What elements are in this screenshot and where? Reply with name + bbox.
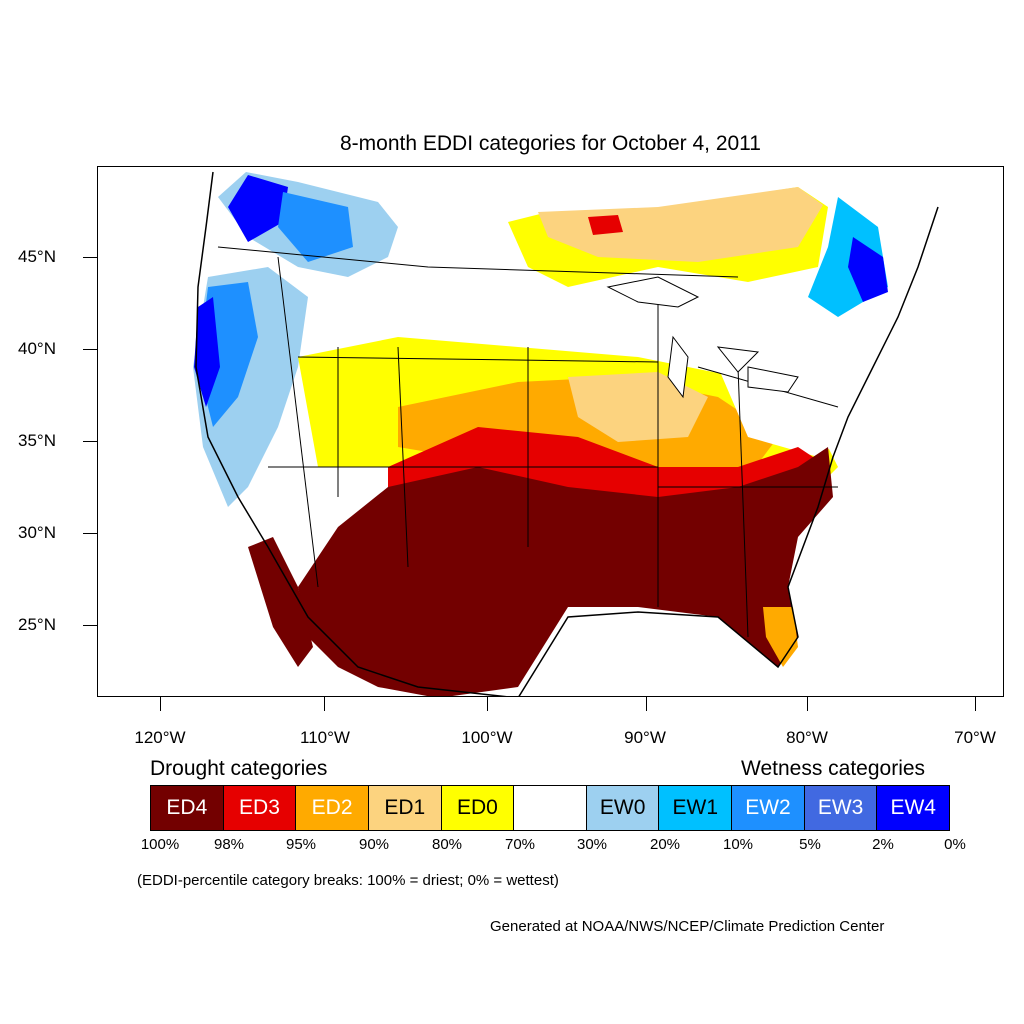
lat-tick — [83, 625, 97, 626]
lon-tick — [807, 697, 808, 711]
lon-tick — [324, 697, 325, 711]
lon-label-80w: 80°W — [786, 728, 828, 747]
ontario-hotspot — [588, 215, 623, 235]
break-label: 30% — [576, 836, 608, 853]
legend-box-ew3: EW3 — [804, 786, 878, 830]
lon-tick — [487, 697, 488, 711]
lon-tick — [975, 697, 976, 711]
break-label: 10% — [722, 836, 754, 853]
legend-box-ed0: ED0 — [441, 786, 515, 830]
lon-label-70w: 70°W — [954, 728, 996, 747]
legend-box-neutral — [514, 786, 587, 830]
lat-label-30: 30°N — [18, 523, 56, 542]
lat-tick — [83, 349, 97, 350]
legend-box-ed3: ED3 — [223, 786, 297, 830]
lat-label-35: 35°N — [18, 431, 56, 450]
lon-label-100w: 100°W — [461, 728, 513, 747]
credit-line: Generated at NOAA/NWS/NCEP/Climate Predi… — [490, 918, 885, 935]
midwest-light-orange — [568, 372, 708, 442]
legend-box-ew2: EW2 — [732, 786, 805, 830]
break-label: 70% — [504, 836, 536, 853]
lat-tick — [83, 533, 97, 534]
legend-box-ew1: EW1 — [659, 786, 733, 830]
lat-label-25: 25°N — [18, 615, 56, 634]
break-label: 5% — [799, 836, 821, 853]
legend-color-bar: ED4 ED3 ED2 ED1 ED0 EW0 EW1 EW2 EW3 EW4 — [150, 785, 950, 831]
break-label: 0% — [944, 836, 966, 853]
baja-drought — [248, 537, 313, 667]
quebec-core-wet — [848, 237, 888, 302]
great-lakes — [606, 276, 799, 399]
break-label: 90% — [358, 836, 390, 853]
pacific-coast-blue — [194, 297, 220, 407]
legend-box-ed2: ED2 — [296, 786, 369, 830]
coastline — [195, 171, 939, 696]
map-title: 8-month EDDI categories for October 4, 2… — [340, 132, 761, 155]
boundary-lines — [217, 246, 839, 638]
northwest-core-wet — [228, 175, 288, 242]
wetness-heading: Wetness categories — [741, 757, 926, 780]
legend-box-ed1: ED1 — [368, 786, 442, 830]
break-label: 100% — [140, 836, 180, 853]
lon-tick — [646, 697, 647, 711]
legend-box-ed4: ED4 — [151, 786, 224, 830]
break-label: 95% — [285, 836, 317, 853]
legend-box-ew4: EW4 — [877, 786, 950, 830]
florida-peninsula-orange — [763, 607, 798, 667]
lat-tick — [83, 257, 97, 258]
lat-label-40: 40°N — [18, 339, 56, 358]
lon-label-110w: 110°W — [300, 728, 350, 747]
southern-extreme-drought — [298, 447, 833, 696]
lat-tick — [83, 441, 97, 442]
legend-note: (EDDI-percentile category breaks: 100% =… — [137, 872, 559, 889]
ontario-orange-light — [538, 187, 823, 262]
eddi-map — [97, 166, 1004, 697]
map-canvas — [193, 171, 939, 696]
northwest-blue-mid — [278, 192, 353, 262]
drought-heading: Drought categories — [150, 757, 328, 780]
break-label: 80% — [431, 836, 463, 853]
lon-label-90w: 90°W — [624, 728, 666, 747]
lat-label-45: 45°N — [18, 247, 56, 266]
lon-label-120w: 120°W — [134, 728, 186, 747]
break-label: 20% — [649, 836, 681, 853]
break-label: 2% — [872, 836, 894, 853]
break-label: 98% — [213, 836, 245, 853]
eastern-white — [718, 367, 858, 457]
lon-tick — [160, 697, 161, 711]
legend-box-ew0: EW0 — [586, 786, 660, 830]
